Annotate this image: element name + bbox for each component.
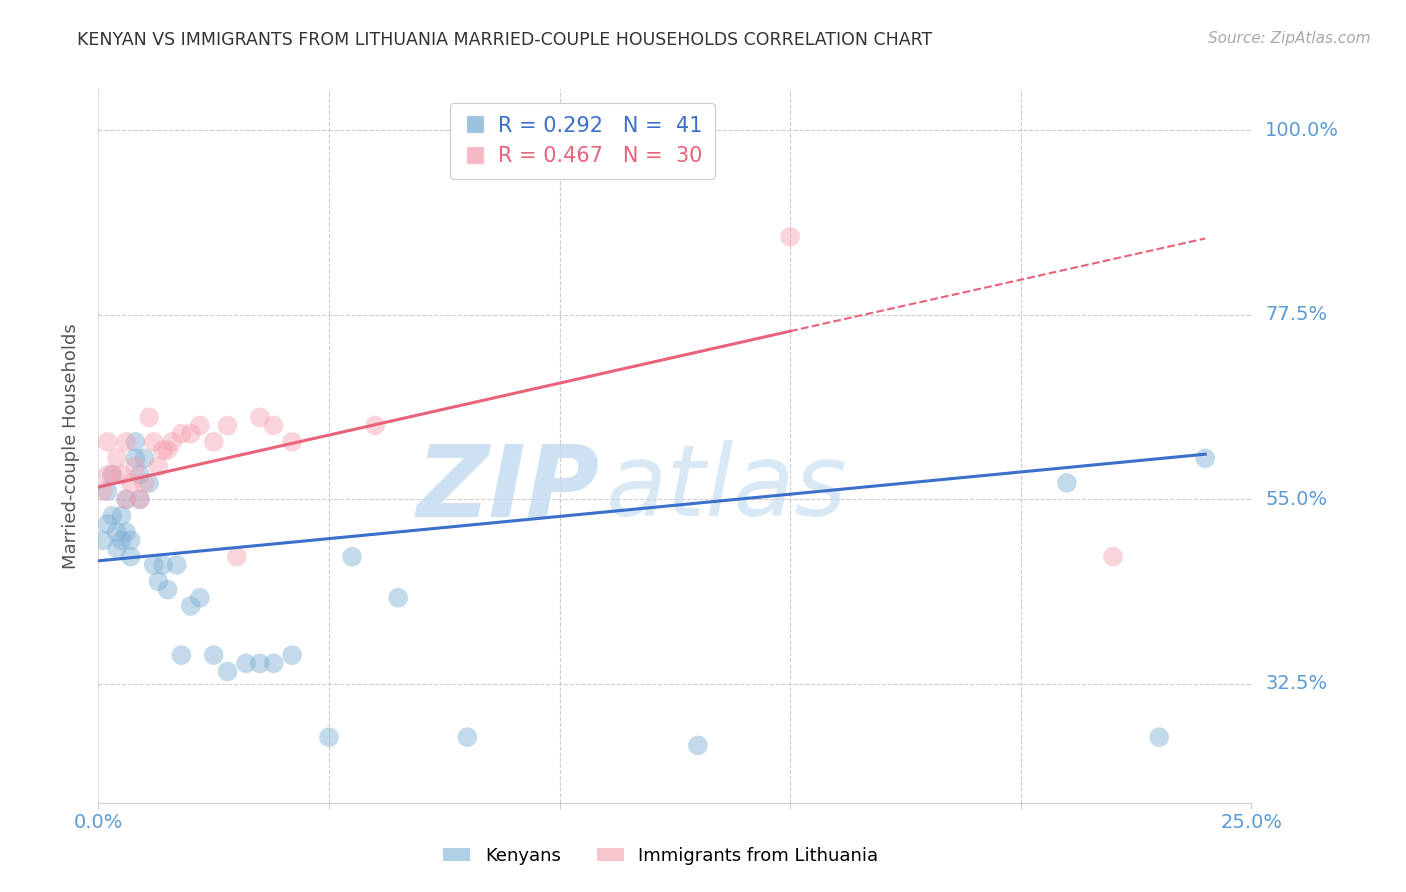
Point <box>387 591 409 605</box>
Point <box>142 434 165 449</box>
Point <box>318 730 340 744</box>
Point <box>110 467 132 482</box>
Point <box>217 665 239 679</box>
Point <box>129 492 152 507</box>
Point <box>148 459 170 474</box>
Point <box>202 648 225 662</box>
Point <box>105 541 128 556</box>
Point <box>97 484 120 499</box>
Point <box>148 574 170 589</box>
Point <box>142 558 165 572</box>
Point <box>235 657 257 671</box>
Point <box>152 443 174 458</box>
Point <box>156 582 179 597</box>
Point <box>202 434 225 449</box>
Point <box>129 492 152 507</box>
Point <box>170 648 193 662</box>
Point <box>156 443 179 458</box>
Point <box>115 492 138 507</box>
Point <box>134 475 156 490</box>
Point <box>115 525 138 540</box>
Point <box>364 418 387 433</box>
Point <box>779 230 801 244</box>
Point <box>115 434 138 449</box>
Point <box>249 410 271 425</box>
Point <box>249 657 271 671</box>
Point <box>110 533 132 548</box>
Point <box>180 599 202 613</box>
Point <box>124 434 146 449</box>
Text: Source: ZipAtlas.com: Source: ZipAtlas.com <box>1208 31 1371 46</box>
Point <box>138 475 160 490</box>
Y-axis label: Married-couple Households: Married-couple Households <box>62 323 80 569</box>
Point <box>1102 549 1125 564</box>
Point <box>686 739 709 753</box>
Text: KENYAN VS IMMIGRANTS FROM LITHUANIA MARRIED-COUPLE HOUSEHOLDS CORRELATION CHART: KENYAN VS IMMIGRANTS FROM LITHUANIA MARR… <box>77 31 932 49</box>
Text: 77.5%: 77.5% <box>1265 305 1327 325</box>
Text: atlas: atlas <box>606 441 848 537</box>
Point <box>129 467 152 482</box>
Point <box>225 549 247 564</box>
Point <box>91 484 114 499</box>
Point <box>120 475 142 490</box>
Legend: Kenyans, Immigrants from Lithuania: Kenyans, Immigrants from Lithuania <box>436 840 886 872</box>
Point <box>101 467 124 482</box>
Point <box>110 508 132 523</box>
Point <box>263 418 285 433</box>
Point <box>120 549 142 564</box>
Point <box>456 730 478 744</box>
Point <box>91 533 114 548</box>
Point <box>263 657 285 671</box>
Text: ZIP: ZIP <box>418 441 600 537</box>
Point <box>152 558 174 572</box>
Point <box>1147 730 1170 744</box>
Point <box>115 492 138 507</box>
Point <box>1194 451 1216 466</box>
Point <box>217 418 239 433</box>
Point <box>188 418 211 433</box>
Text: 55.0%: 55.0% <box>1265 490 1327 508</box>
Point <box>101 467 124 482</box>
Text: 32.5%: 32.5% <box>1265 674 1327 693</box>
Point <box>340 549 363 564</box>
Text: 100.0%: 100.0% <box>1265 120 1340 140</box>
Point <box>1056 475 1078 490</box>
Point <box>97 516 120 531</box>
Point <box>281 434 304 449</box>
Point <box>124 459 146 474</box>
Point <box>105 525 128 540</box>
Point <box>138 410 160 425</box>
Point <box>124 451 146 466</box>
Point <box>97 467 120 482</box>
Point <box>281 648 304 662</box>
Point <box>134 451 156 466</box>
Legend: R = 0.292   N =  41, R = 0.467   N =  30: R = 0.292 N = 41, R = 0.467 N = 30 <box>450 103 716 178</box>
Point <box>170 426 193 441</box>
Point <box>166 558 188 572</box>
Point <box>97 434 120 449</box>
Point <box>101 508 124 523</box>
Point <box>160 434 183 449</box>
Point <box>120 533 142 548</box>
Point <box>180 426 202 441</box>
Point <box>105 451 128 466</box>
Point <box>188 591 211 605</box>
